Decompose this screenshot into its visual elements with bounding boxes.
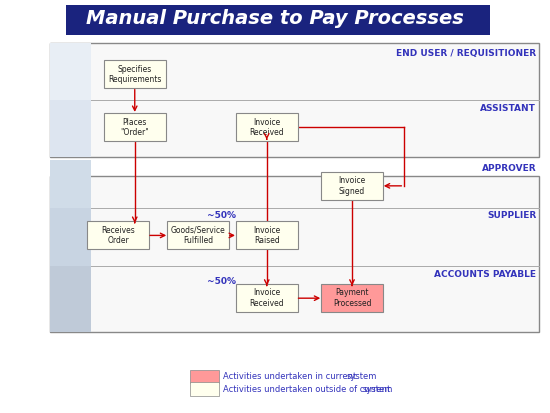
- FancyBboxPatch shape: [50, 43, 539, 157]
- FancyBboxPatch shape: [235, 284, 298, 312]
- Text: ACCOUNTS PAYABLE: ACCOUNTS PAYABLE: [434, 270, 536, 279]
- FancyBboxPatch shape: [321, 284, 383, 312]
- FancyBboxPatch shape: [190, 370, 219, 383]
- Text: Activities undertaken outside of current: Activities undertaken outside of current: [223, 385, 390, 394]
- FancyBboxPatch shape: [50, 160, 91, 208]
- Text: Invoice
Raised: Invoice Raised: [253, 226, 280, 245]
- Text: Receives
Order: Receives Order: [101, 226, 135, 245]
- Text: Goods/Service
Fulfilled: Goods/Service Fulfilled: [170, 226, 226, 245]
- FancyBboxPatch shape: [50, 100, 91, 157]
- Text: END USER / REQUISITIONER: END USER / REQUISITIONER: [396, 49, 536, 58]
- Text: ~50%: ~50%: [207, 211, 235, 220]
- Text: Specifies
Requirements: Specifies Requirements: [108, 65, 162, 84]
- Text: Invoice
Signed: Invoice Signed: [338, 176, 366, 195]
- Text: ~50%: ~50%: [207, 277, 235, 286]
- Text: Activities undertaken in current: Activities undertaken in current: [223, 372, 356, 381]
- Text: Manual Purchase to Pay Processes: Manual Purchase to Pay Processes: [86, 9, 464, 28]
- FancyBboxPatch shape: [103, 113, 166, 141]
- FancyBboxPatch shape: [50, 208, 91, 266]
- Text: system: system: [346, 372, 377, 381]
- Text: APPROVER: APPROVER: [482, 164, 536, 173]
- Text: Invoice
Received: Invoice Received: [250, 289, 284, 308]
- Text: system: system: [363, 385, 393, 394]
- Text: Invoice
Received: Invoice Received: [250, 118, 284, 137]
- Text: Payment
Processed: Payment Processed: [333, 289, 371, 308]
- FancyBboxPatch shape: [167, 221, 229, 249]
- FancyBboxPatch shape: [50, 43, 91, 100]
- FancyBboxPatch shape: [87, 221, 149, 249]
- FancyBboxPatch shape: [321, 172, 383, 200]
- FancyBboxPatch shape: [235, 221, 298, 249]
- FancyBboxPatch shape: [190, 382, 219, 396]
- FancyBboxPatch shape: [50, 176, 539, 332]
- FancyBboxPatch shape: [66, 5, 490, 35]
- FancyBboxPatch shape: [50, 266, 91, 332]
- Text: ASSISTANT: ASSISTANT: [480, 104, 536, 113]
- FancyBboxPatch shape: [103, 60, 166, 88]
- FancyBboxPatch shape: [235, 113, 298, 141]
- Text: Places
"Order": Places "Order": [120, 118, 149, 137]
- Text: SUPPLIER: SUPPLIER: [487, 211, 536, 221]
